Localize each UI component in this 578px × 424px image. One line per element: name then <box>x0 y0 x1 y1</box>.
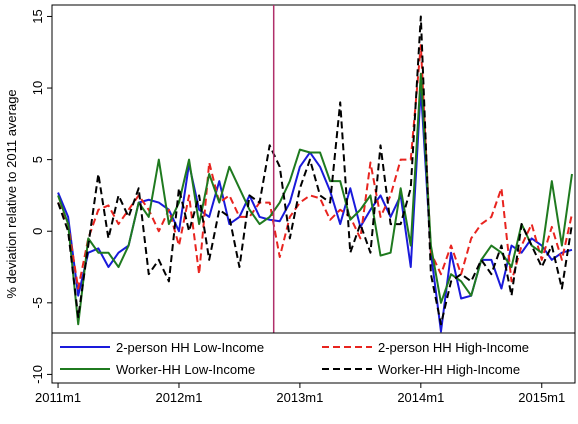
y-tick-label: 10 <box>30 81 45 95</box>
x-tick-label: 2015m1 <box>518 390 565 405</box>
legend-label: Worker-HH High-Income <box>378 362 520 377</box>
x-tick-label: 2011m1 <box>35 390 81 405</box>
x-tick-label: 2013m1 <box>276 390 323 405</box>
series-line <box>57 15 573 326</box>
y-tick-label: -5 <box>30 297 45 309</box>
legend-box <box>51 332 576 384</box>
legend-label: 2-person HH High-Income <box>378 340 529 355</box>
y-tick-label: 5 <box>30 156 45 163</box>
y-tick-label: 15 <box>30 9 45 23</box>
x-tick-label: 2014m1 <box>397 390 444 405</box>
y-tick-label: 0 <box>30 228 45 235</box>
y-axis-label: % deviation relative to 2011 average <box>4 89 19 298</box>
series-line <box>57 72 573 326</box>
series-line <box>57 44 573 290</box>
legend-label: Worker-HH Low-Income <box>116 362 255 377</box>
legend-label: 2-person HH Low-Income <box>116 340 264 355</box>
x-tick-label: 2012m1 <box>155 390 202 405</box>
y-tick-label: -10 <box>30 365 45 384</box>
